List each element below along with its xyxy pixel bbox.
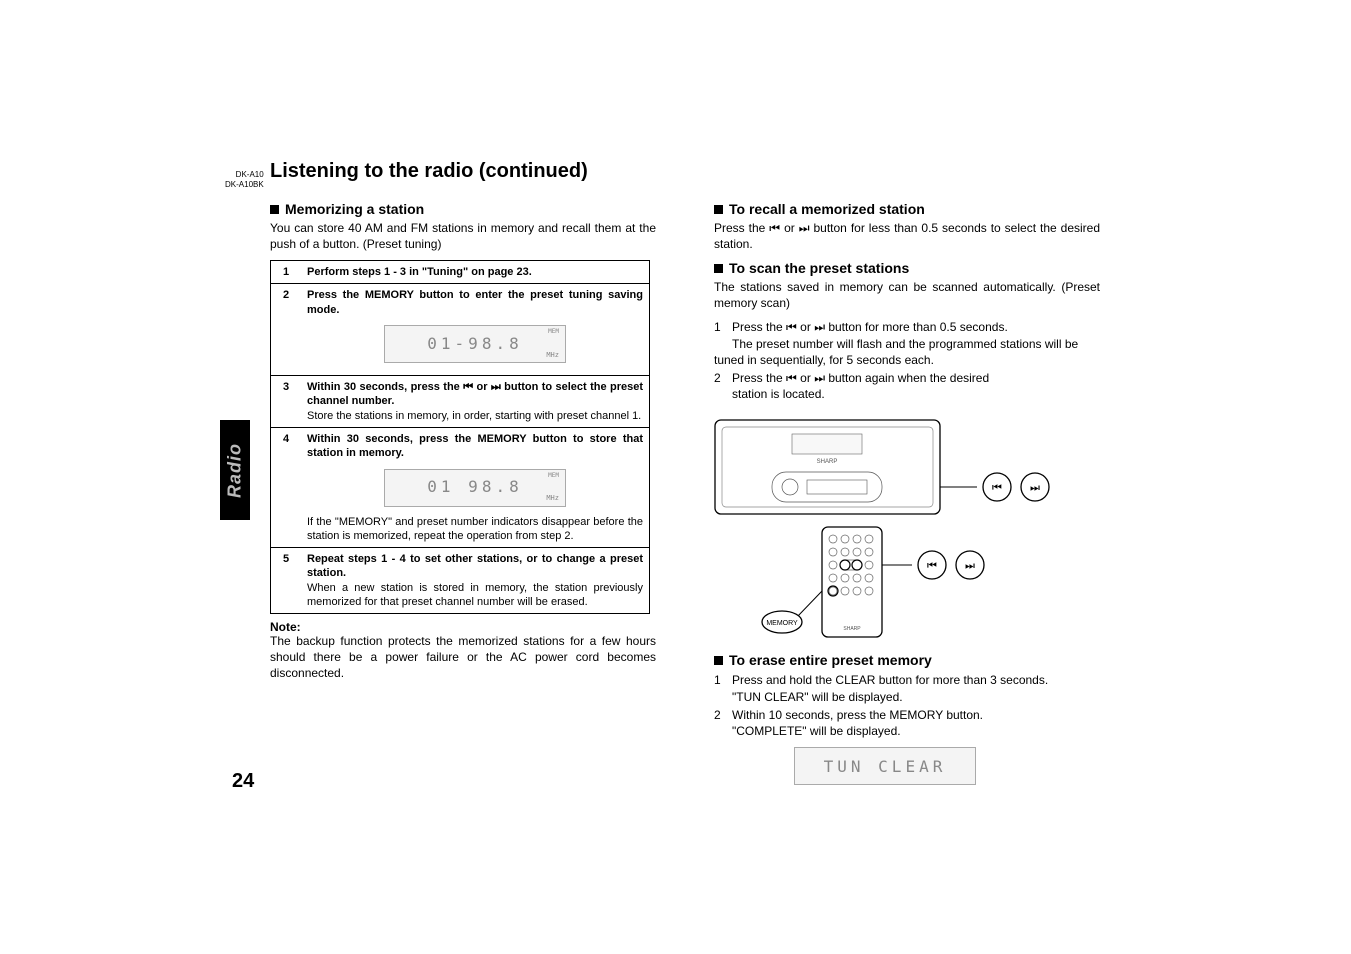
right-column: To recall a memorized station Press the … (674, 193, 1100, 793)
remote-figure: ⏮ ⏭ MEMORY SHARP (757, 522, 1017, 642)
svg-text:⏮: ⏮ (992, 482, 1002, 494)
scan-item-2: 2Press the ⏮ or ⏭ button again when the … (714, 370, 1100, 402)
heading-scan: To scan the preset stations (714, 260, 1100, 276)
step-1-num: 1 (271, 261, 302, 284)
erase-item-2: 2Within 10 seconds, press the MEMORY but… (714, 707, 1100, 739)
svg-text:SHARP: SHARP (817, 459, 838, 465)
note-text: The backup function protects the memoriz… (270, 634, 656, 681)
bullet-square-icon (714, 656, 723, 665)
prev-track-icon: ⏮ (463, 381, 473, 393)
lcd-figure-2: 01 98.8 MEM MHz (384, 469, 566, 507)
next-track-icon: ⏭ (491, 381, 501, 393)
heading-erase: To erase entire preset memory (714, 652, 1100, 668)
memory-button-label: MEMORY (766, 620, 798, 627)
bullet-square-icon (714, 205, 723, 214)
step-3-body: Within 30 seconds, press the ⏮ or ⏭ butt… (301, 376, 650, 428)
lcd-figure-erase: TUN CLEAR (794, 747, 976, 785)
bullet-square-icon (714, 264, 723, 273)
device-figures: SHARP ⏮ ⏭ (674, 412, 1100, 642)
next-track-icon: ⏭ (814, 320, 825, 334)
svg-text:⏭: ⏭ (965, 560, 975, 572)
next-track-icon: ⏭ (799, 221, 810, 235)
step-2-num: 2 (271, 284, 302, 376)
main-unit-figure: SHARP ⏮ ⏭ (707, 412, 1067, 522)
step-5-body: Repeat steps 1 - 4 to set other stations… (301, 548, 650, 614)
model-label: DK-A10DK-A10BK (225, 170, 264, 189)
svg-text:⏮: ⏮ (927, 560, 937, 572)
heading-memorizing: Memorizing a station (270, 201, 656, 217)
erase-list: 1Press and hold the CLEAR button for mor… (714, 672, 1100, 739)
bullet-square-icon (270, 205, 279, 214)
step-4-num: 4 (271, 427, 302, 547)
page-content: DK-A10DK-A10BK Listening to the radio (c… (230, 160, 1100, 793)
erase-item-1: 1Press and hold the CLEAR button for mor… (714, 672, 1100, 704)
left-column: Memorizing a station You can store 40 AM… (230, 193, 656, 793)
step-1-body: Perform steps 1 - 3 in "Tuning" on page … (301, 261, 650, 284)
page-number: 24 (232, 770, 254, 793)
step-4-body: Within 30 seconds, press the MEMORY butt… (301, 427, 650, 547)
scan-item-1: 1Press the ⏮ or ⏭ button for more than 0… (714, 319, 1100, 368)
steps-table: 1 Perform steps 1 - 3 in "Tuning" on pag… (270, 260, 650, 614)
heading-recall: To recall a memorized station (714, 201, 1100, 217)
step-5-num: 5 (271, 548, 302, 614)
scan-list: 1Press the ⏮ or ⏭ button for more than 0… (714, 319, 1100, 402)
page-title: Listening to the radio (continued) (270, 160, 1100, 183)
prev-track-icon: ⏮ (786, 371, 797, 385)
next-track-icon: ⏭ (814, 371, 825, 385)
recall-text: Press the ⏮ or ⏭ button for less than 0.… (714, 221, 1100, 252)
step-3-num: 3 (271, 376, 302, 428)
prev-track-icon: ⏮ (786, 320, 797, 334)
lcd-figure-1: 01-98.8 MEM MHz (384, 325, 566, 363)
note-label: Note: (270, 620, 656, 634)
memorizing-intro: You can store 40 AM and FM stations in m… (270, 221, 656, 252)
scan-intro: The stations saved in memory can be scan… (714, 280, 1100, 311)
step-2-body: Press the MEMORY button to enter the pre… (301, 284, 650, 376)
svg-text:⏭: ⏭ (1030, 482, 1040, 494)
svg-text:SHARP: SHARP (843, 626, 861, 632)
prev-track-icon: ⏮ (769, 221, 780, 235)
